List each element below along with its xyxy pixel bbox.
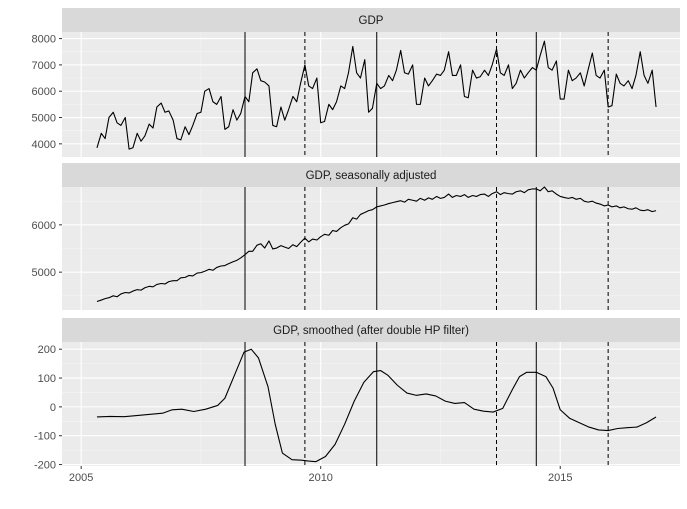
x-tick-label: 2005 [69,472,93,484]
panel-strip [62,8,680,32]
y-tick-label: 8000 [32,34,56,46]
panel-title: GDP, seasonally adjusted [306,170,437,182]
y-tick-label: 0 [50,402,56,414]
y-tick-label: 7000 [32,60,56,72]
y-tick-label: -200 [34,460,56,472]
panel-title: GDP, smoothed (after double HP filter) [273,325,469,337]
y-tick-label: 100 [38,373,56,385]
panel-1: GDP 4000 5000 6000 7000 8000 [32,8,680,157]
panel-2: GDP, seasonally adjusted 5000 6000 [32,163,680,310]
x-tick-label: 2010 [308,472,332,484]
panel-strip [62,163,680,187]
series-line [96,348,657,463]
y-tick-label: 5000 [32,113,56,125]
panel-strip [62,318,680,342]
y-tick-label: -100 [34,431,56,443]
y-tick-label: 5000 [32,267,56,279]
plot-background [62,32,680,157]
y-tick-label: 6000 [32,220,56,232]
panel-3: GDP, smoothed (after double HP filter) -2… [34,318,680,472]
y-tick-label: 6000 [32,86,56,98]
y-tick-label: 4000 [32,139,56,151]
y-tick-label: 200 [38,344,56,356]
panel-title: GDP [359,15,384,27]
plot-background [62,342,680,466]
x-tick-label: 2015 [548,472,572,484]
